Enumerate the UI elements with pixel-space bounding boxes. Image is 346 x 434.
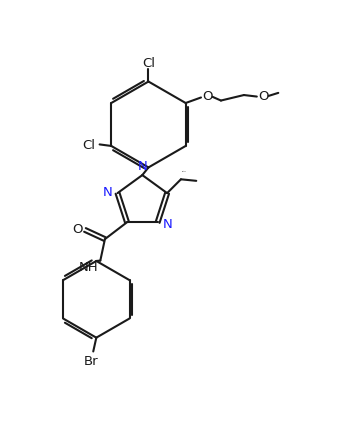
Text: Br: Br xyxy=(83,354,98,367)
Text: N: N xyxy=(138,160,148,173)
Text: O: O xyxy=(72,222,83,235)
Text: methyl: methyl xyxy=(182,171,186,172)
Text: N: N xyxy=(163,218,172,231)
Text: O: O xyxy=(202,90,213,103)
Text: O: O xyxy=(258,89,269,102)
Text: NH: NH xyxy=(79,260,99,273)
Text: Cl: Cl xyxy=(142,57,155,70)
Text: Cl: Cl xyxy=(83,138,96,151)
Text: N: N xyxy=(103,186,112,199)
